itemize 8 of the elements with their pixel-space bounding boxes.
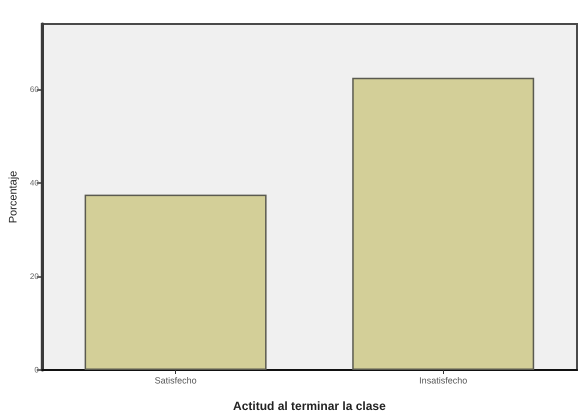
x-tick-label: Insatisfecho — [419, 376, 468, 386]
x-axis-title: Actitud al terminar la clase — [233, 399, 386, 413]
x-tick-label: Satisfecho — [154, 376, 197, 386]
y-tick-label: 40 — [30, 178, 40, 188]
y-tick-label: 20 — [30, 272, 40, 281]
y-axis-title: Porcentaje — [8, 170, 20, 224]
y-tick-label: 60 — [30, 84, 40, 94]
y-tick-label: 0 — [34, 366, 40, 374]
